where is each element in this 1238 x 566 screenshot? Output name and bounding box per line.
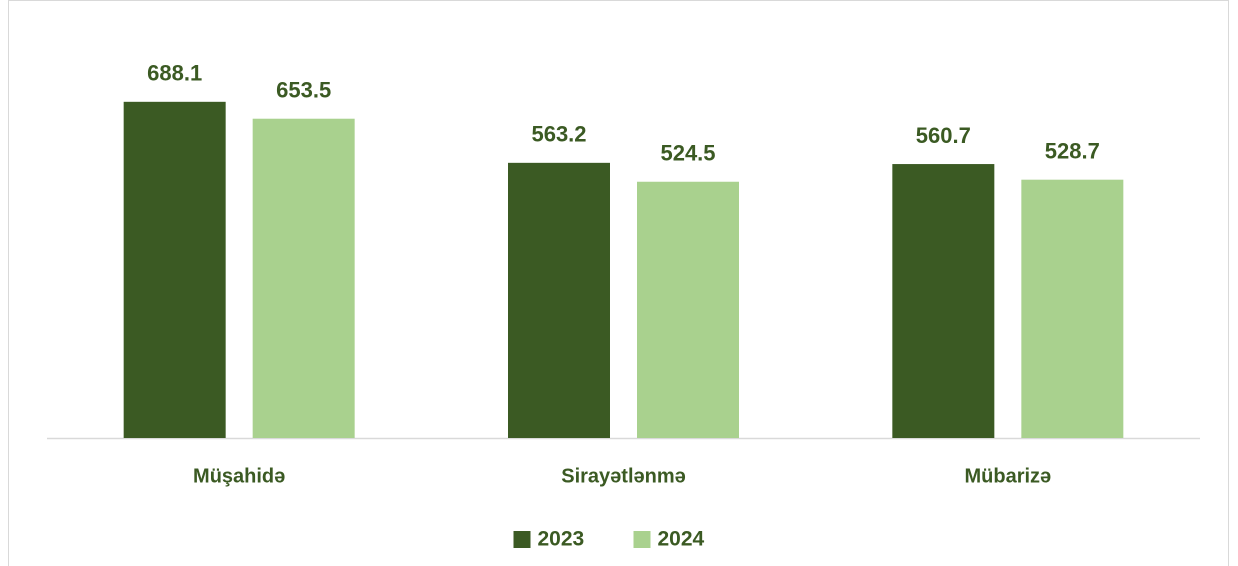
data-label: 563.2 [531,122,586,147]
x-tick-label: Mübarizə [964,465,1051,487]
legend-label: 2024 [658,528,705,551]
bar [508,162,610,438]
bar [1021,179,1124,438]
legend-label: 2023 [538,528,585,551]
data-label: 528.7 [1045,139,1100,164]
x-tick-label: Müşahidə [193,465,285,487]
legend-swatch [513,531,531,548]
data-label: 653.5 [276,78,331,103]
bar [892,164,995,439]
bar [123,101,226,439]
x-tick-label: Sirayətlənmə [561,465,686,487]
bar [637,181,739,438]
bar [252,118,355,439]
data-label: 560.7 [916,123,971,148]
legend-swatch [633,531,651,548]
data-label: 688.1 [147,61,202,86]
data-label: 524.5 [660,141,715,166]
